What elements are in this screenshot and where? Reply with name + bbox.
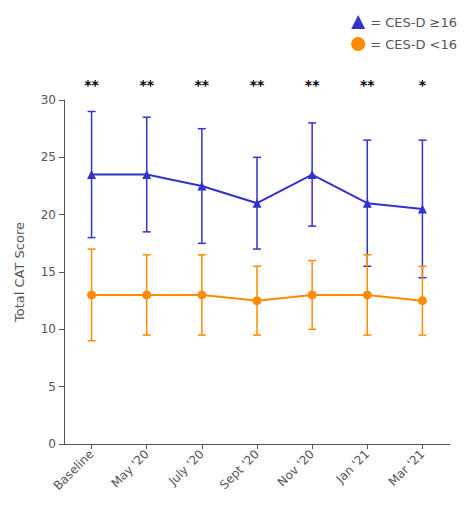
svg-text:20: 20 — [41, 208, 56, 222]
svg-text:**: ** — [250, 77, 265, 93]
svg-text:5: 5 — [48, 380, 56, 394]
svg-text:*: * — [419, 77, 427, 93]
svg-text:25: 25 — [41, 150, 56, 164]
svg-text:Total CAT Score: Total CAT Score — [12, 222, 27, 323]
svg-text:**: ** — [305, 77, 320, 93]
svg-text:30: 30 — [41, 93, 56, 107]
svg-text:**: ** — [360, 77, 375, 93]
svg-text:May '20: May '20 — [108, 447, 151, 490]
svg-text:= CES-D ≥16: = CES-D ≥16 — [370, 15, 457, 30]
svg-text:Sept '20: Sept '20 — [217, 447, 262, 492]
svg-text:Baseline: Baseline — [51, 447, 97, 493]
svg-text:10: 10 — [41, 322, 56, 336]
svg-text:Mar '21: Mar '21 — [386, 447, 428, 489]
svg-text:Jan '21: Jan '21 — [333, 447, 372, 486]
svg-text:July '20: July '20 — [165, 447, 207, 489]
svg-text:Nov '20: Nov '20 — [275, 447, 317, 489]
svg-text:15: 15 — [41, 265, 56, 279]
svg-text:0: 0 — [48, 437, 56, 451]
svg-text:**: ** — [84, 77, 99, 93]
svg-text:**: ** — [139, 77, 154, 93]
svg-text:= CES-D <16: = CES-D <16 — [370, 37, 457, 52]
svg-text:**: ** — [195, 77, 210, 93]
